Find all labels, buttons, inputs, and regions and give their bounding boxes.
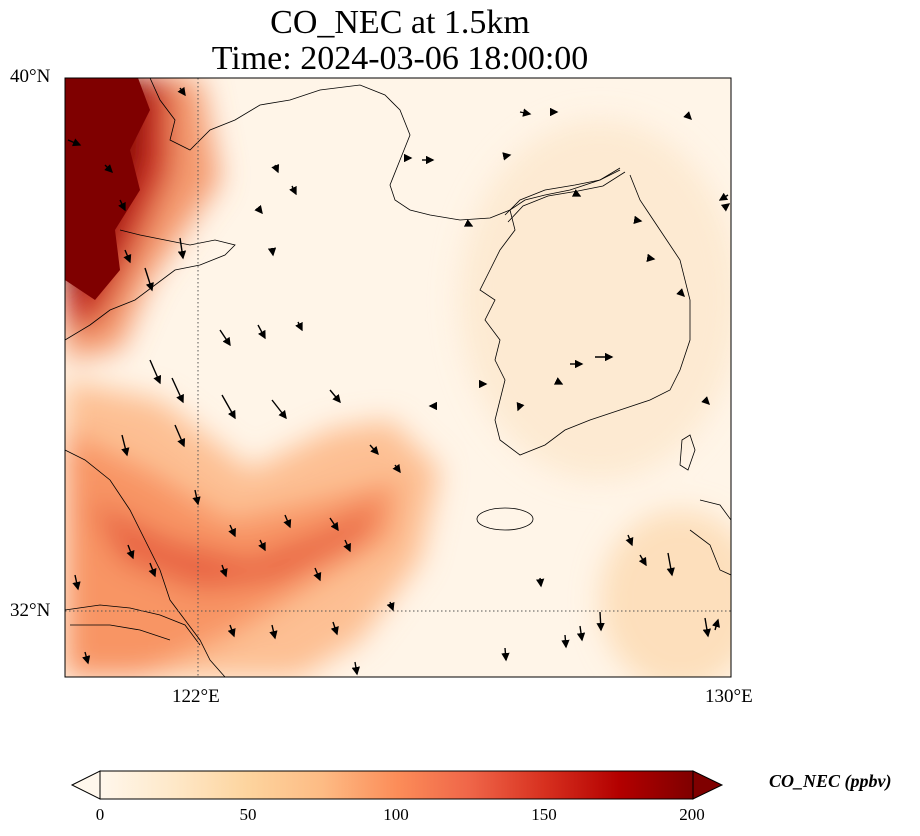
wind-arrow — [118, 199, 126, 212]
wind-arrow — [386, 601, 395, 612]
lat-label-top: 40°N — [10, 66, 51, 87]
wind-arrow — [646, 253, 656, 262]
wind-arrow — [683, 111, 692, 120]
wind-arrow — [148, 562, 157, 578]
wind-arrow — [711, 618, 721, 631]
wind-arrow — [269, 624, 278, 640]
wind-arrow — [501, 647, 510, 662]
wind-arrow — [702, 617, 711, 638]
wind-arrow — [227, 624, 236, 638]
wind-arrow — [392, 463, 401, 474]
wind-arrow — [502, 152, 512, 161]
wind-arrow — [343, 539, 351, 553]
wind-arrow — [72, 574, 81, 591]
wind-arrow — [576, 625, 586, 642]
lon-label-left: 122°E — [172, 686, 220, 707]
wind-arrow — [174, 424, 186, 448]
wind-arrow — [718, 192, 729, 201]
wind-arrow — [283, 514, 292, 529]
wind-arrow — [633, 215, 643, 224]
map-title-line1: CO_NEC at 1.5km — [270, 4, 530, 41]
wind-arrow — [177, 86, 186, 97]
wind-arrow — [149, 359, 162, 385]
colorbar-tick-50: 50 — [239, 805, 257, 824]
wind-arrow — [625, 534, 634, 547]
wind-arrow — [177, 237, 187, 260]
wind-arrow — [257, 324, 266, 340]
colorbar — [70, 770, 724, 800]
map-title-line2: Time: 2024-03-06 18:00:00 — [211, 40, 589, 77]
wind-arrow — [720, 203, 731, 212]
wind-arrow — [271, 399, 287, 420]
wind-arrow — [295, 321, 303, 332]
wind-arrow — [289, 185, 297, 196]
wind-arrow — [329, 389, 341, 404]
map-frame — [64, 77, 732, 678]
wind-arrow — [535, 577, 545, 588]
wind-arrow — [144, 267, 154, 292]
wind-arrow — [596, 611, 605, 632]
wind-arrow — [676, 288, 685, 297]
colorbar-tick-0: 0 — [95, 805, 105, 824]
colorbar-tick-100: 100 — [383, 805, 409, 824]
wind-arrow — [258, 539, 266, 552]
wind-arrow — [228, 524, 236, 538]
wind-arrow — [104, 164, 113, 173]
wind-arrow — [219, 564, 228, 578]
wind-arrow — [369, 444, 379, 456]
wind-arrow — [561, 634, 570, 649]
wind-arrow — [171, 377, 184, 404]
wind-arrow — [351, 661, 360, 676]
wind-arrow — [271, 163, 280, 174]
wind-arrow — [666, 552, 675, 577]
concentration-field — [65, 78, 731, 677]
colorbar-tick-200: 200 — [679, 805, 705, 824]
wind-arrow — [553, 377, 564, 385]
wind-arrow — [67, 138, 82, 147]
wind-arrow — [516, 401, 525, 412]
wind-arrow — [123, 249, 132, 264]
wind-arrow — [571, 189, 582, 197]
wind-arrow — [267, 247, 277, 257]
lat-label-bottom: 32°N — [10, 600, 51, 621]
wind-arrow — [254, 204, 263, 215]
wind-arrow — [126, 544, 135, 560]
wind-arrow — [701, 396, 710, 405]
wind-arrow — [463, 219, 474, 227]
colorbar-tick-150: 150 — [531, 805, 557, 824]
wind-arrow — [330, 621, 339, 636]
wind-arrow — [329, 517, 339, 532]
wind-arrow — [192, 489, 201, 506]
wind-arrow — [638, 554, 647, 567]
wind-arrow — [82, 651, 91, 665]
wind-arrow — [519, 108, 532, 117]
wind-vectors — [67, 86, 731, 676]
lon-label-right: 130°E — [705, 686, 753, 707]
wind-arrow — [219, 329, 231, 347]
wind-arrow — [121, 434, 130, 457]
colorbar-label: CO_NEC (ppbv) — [769, 771, 892, 791]
wind-arrow — [221, 394, 236, 420]
wind-arrow — [313, 567, 322, 582]
